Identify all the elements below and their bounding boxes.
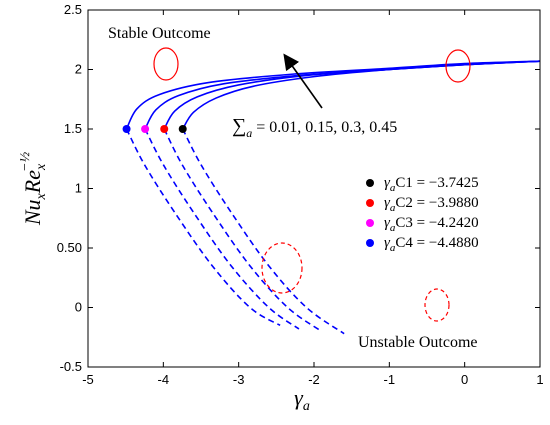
y-tick-label: 1 bbox=[75, 181, 82, 196]
upper-branch-curve-4 bbox=[125, 60, 541, 130]
legend-marker-3 bbox=[366, 219, 374, 227]
y-tick-label: 0 bbox=[75, 300, 82, 315]
y-tick-label: 2.5 bbox=[64, 2, 82, 17]
curves-layer bbox=[125, 60, 541, 335]
parameter-increase-arrow bbox=[283, 53, 323, 109]
legend-marker-1 bbox=[366, 179, 374, 187]
y-tick-label: 0.50 bbox=[57, 240, 82, 255]
sum-parameter-label: ∑a = 0.01, 0.15, 0.3, 0.45 bbox=[232, 115, 397, 140]
legend-entry-4: γaC4 = −4.4880 bbox=[384, 235, 479, 254]
x-tick-label: -1 bbox=[384, 372, 396, 387]
x-tick-label: -2 bbox=[308, 372, 320, 387]
branch-merge-ellipse bbox=[445, 49, 471, 83]
lower-branch-ellipse bbox=[261, 242, 303, 294]
critical-point-marker-3 bbox=[141, 125, 150, 133]
x-axis-label: γa bbox=[294, 385, 310, 414]
y-tick-label: 2 bbox=[75, 62, 82, 77]
critical-point-marker-2 bbox=[160, 125, 169, 133]
legend-entry-3: γaC3 = −4.2420 bbox=[384, 215, 479, 234]
stable-region-ellipse bbox=[153, 47, 179, 81]
lower-branch-curve-4 bbox=[125, 128, 281, 327]
y-tick-label: -0.5 bbox=[60, 359, 82, 374]
lower-branch-curve-2 bbox=[163, 128, 322, 332]
lower-branch-curve-3 bbox=[144, 128, 300, 330]
critical-point-marker-1 bbox=[178, 125, 187, 133]
x-tick-label: -3 bbox=[233, 372, 245, 387]
critical-point-marker-4 bbox=[122, 125, 131, 133]
y-axis-label: NuxRex−½ bbox=[18, 151, 49, 226]
stable-outcome-label: Stable Outcome bbox=[108, 25, 211, 42]
legend-entry-2: γaC2 = −3.9880 bbox=[384, 195, 479, 214]
upper-branch-curve-3 bbox=[144, 60, 541, 130]
legend-entry-1: γaC1 = −3.7425 bbox=[384, 175, 479, 194]
unstable-outcome-label: Unstable Outcome bbox=[358, 334, 478, 351]
legend-marker-4 bbox=[366, 239, 374, 247]
y-tick-label: 1.5 bbox=[64, 121, 82, 136]
unstable-region-ellipse bbox=[424, 288, 450, 322]
x-tick-label: -5 bbox=[82, 372, 94, 387]
x-tick-label: 0 bbox=[461, 372, 468, 387]
x-tick-label: -4 bbox=[158, 372, 170, 387]
legend-marker-2 bbox=[366, 199, 374, 207]
x-tick-label: 1 bbox=[536, 372, 543, 387]
lower-branch-curve-1 bbox=[182, 128, 345, 335]
